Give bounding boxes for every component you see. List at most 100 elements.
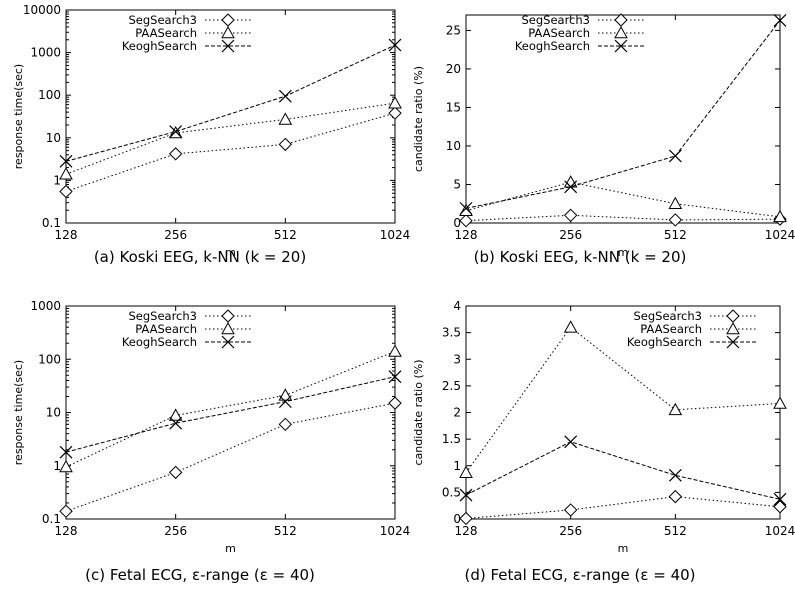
series-line-SegSearch3 <box>465 214 781 222</box>
y-tick-label: 1000 <box>30 299 61 313</box>
x-tick-label: 128 <box>55 524 78 538</box>
legend-label: SegSearch3 <box>633 309 702 323</box>
plot-frame <box>65 9 396 224</box>
chart-b: 0 5 10 15 20 25 128 256 512 1024 m candidate ratio … <box>412 13 795 266</box>
caption: (c) Fetal ECG, ε-range (ε = 40) <box>85 566 315 584</box>
legend-marker <box>614 13 628 27</box>
y-tick-label: 10 <box>46 406 61 420</box>
point-PAASearch <box>278 388 293 401</box>
legend-marker <box>221 25 235 39</box>
x-axis-label: m <box>618 542 629 555</box>
series-line-KeoghSearch <box>65 44 396 162</box>
point-SegSearch3 <box>168 147 183 161</box>
point-PAASearch <box>59 167 73 180</box>
point-PAASearch <box>563 320 578 333</box>
point-KeoghSearch <box>668 149 682 163</box>
series-line-SegSearch3 <box>65 112 396 192</box>
point-SegSearch3 <box>59 504 73 518</box>
legend-label: SegSearch3 <box>128 13 197 27</box>
x-tick-label: 1024 <box>765 228 795 242</box>
point-SegSearch3 <box>773 500 787 514</box>
legend-marker <box>221 309 235 323</box>
point-PAASearch <box>668 402 683 416</box>
legend-marker <box>614 39 628 53</box>
point-KeoghSearch <box>59 154 73 168</box>
point-PAASearch <box>773 209 787 223</box>
y-tick-label: 10 <box>46 131 61 145</box>
caption: (d) Fetal ECG, ε-range (ε = 40) <box>464 566 695 584</box>
y-tick-label: 0.1 <box>42 512 61 526</box>
legend-label: SegSearch3 <box>128 309 197 323</box>
y-axis-label: candidate ratio (%) <box>412 360 425 466</box>
point-PAASearch <box>773 396 787 409</box>
point-PAASearch <box>59 459 73 473</box>
legend-label: PAASearch <box>640 322 702 336</box>
legend-marker <box>221 13 235 27</box>
point-PAASearch <box>459 465 473 478</box>
y-tick-label: 0.5 <box>442 485 461 499</box>
y-tick-label: 2.5 <box>442 379 461 393</box>
point-PAASearch <box>388 96 402 109</box>
y-tick-label: 25 <box>446 23 461 37</box>
x-tick-label: 1024 <box>380 524 411 538</box>
point-KeoghSearch <box>388 370 402 384</box>
caption: (a) Koski EEG, k-NN (k = 20) <box>94 248 306 266</box>
legend-marker <box>726 309 740 323</box>
point-SegSearch3 <box>459 511 473 526</box>
point-SegSearch3 <box>388 106 402 120</box>
legend-label: PAASearch <box>528 26 590 40</box>
x-tick-label: 128 <box>55 228 78 242</box>
point-SegSearch3 <box>59 184 73 199</box>
x-tick-label: 128 <box>455 524 478 538</box>
point-KeoghSearch <box>169 416 183 430</box>
x-axis-label: m <box>618 246 629 259</box>
chart-d: 0 0.5 1 1.5 2 2.5 3 3.5 4 128 256 512 1024 m candidate… <box>412 299 795 584</box>
legend-label: KeoghSearch <box>122 335 197 349</box>
series-line-KeoghSearch <box>465 441 781 500</box>
series-line-PAASearch <box>465 326 781 473</box>
point-KeoghSearch <box>773 13 787 27</box>
point-KeoghSearch <box>459 201 473 215</box>
legend-marker <box>221 335 235 349</box>
chart-a: 0.1 1 10 100 1000 10000 128 256 512 1024 m response… <box>12 3 410 266</box>
point-KeoghSearch <box>59 445 73 459</box>
legend-label: KeoghSearch <box>627 335 702 349</box>
point-SegSearch3 <box>668 213 683 227</box>
legend-marker <box>221 39 235 53</box>
series-line-PAASearch <box>65 351 396 468</box>
series-line-KeoghSearch <box>65 376 396 453</box>
x-tick-label: 512 <box>664 228 687 242</box>
x-tick-label: 256 <box>559 524 582 538</box>
series-line-KeoghSearch <box>465 20 781 209</box>
series-line-SegSearch3 <box>465 496 781 519</box>
point-PAASearch <box>668 196 683 210</box>
y-tick-label: 20 <box>446 62 461 76</box>
point-KeoghSearch <box>668 468 682 482</box>
point-KeoghSearch <box>278 89 292 103</box>
point-PAASearch <box>168 408 183 421</box>
y-tick-label: 100 <box>38 352 61 366</box>
x-tick-label: 256 <box>164 524 187 538</box>
point-KeoghSearch <box>773 492 787 506</box>
point-SegSearch3 <box>563 208 578 223</box>
y-tick-label: 10000 <box>23 3 61 17</box>
legend-label: KeoghSearch <box>515 39 590 53</box>
series-line-PAASearch <box>65 102 396 175</box>
y-tick-label: 1000 <box>30 46 61 60</box>
x-tick-label: 512 <box>274 228 297 242</box>
point-SegSearch3 <box>459 213 473 228</box>
x-tick-label: 256 <box>559 228 582 242</box>
x-axis-label: m <box>225 246 236 259</box>
legend-label: KeoghSearch <box>122 39 197 53</box>
series-line-PAASearch <box>465 181 781 218</box>
point-KeoghSearch <box>564 180 578 194</box>
y-tick-label: 10 <box>446 139 461 153</box>
caption: (b) Koski EEG, k-NN (k = 20) <box>474 248 687 266</box>
point-SegSearch3 <box>278 137 293 152</box>
x-tick-label: 128 <box>455 228 478 242</box>
y-tick-label: 5 <box>453 177 461 191</box>
y-tick-label: 1.5 <box>442 432 461 446</box>
x-tick-label: 512 <box>274 524 297 538</box>
chart-c: 0.1 1 10 100 1000 128 256 512 1024 m response time… <box>12 299 410 584</box>
x-tick-label: 512 <box>664 524 687 538</box>
